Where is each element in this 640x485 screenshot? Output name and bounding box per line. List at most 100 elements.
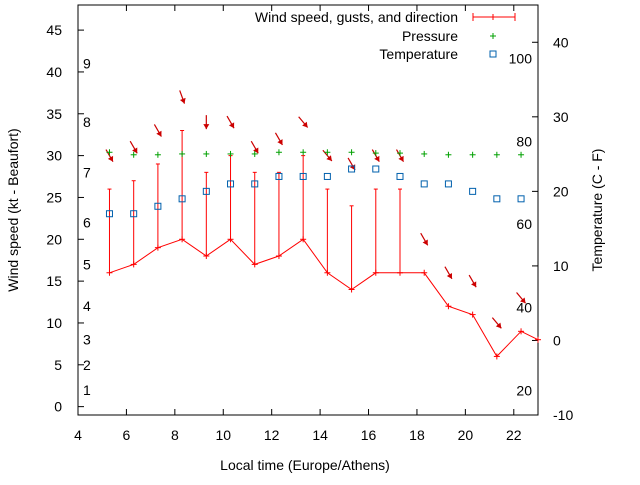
pressure-point bbox=[493, 151, 500, 158]
arrow-head bbox=[253, 147, 259, 154]
wind-direction-arrow bbox=[153, 124, 162, 137]
y2-tick-label: -10 bbox=[553, 407, 573, 423]
temperature-point bbox=[348, 165, 356, 173]
temperature-point bbox=[178, 195, 186, 203]
arrow-head bbox=[107, 155, 114, 162]
y-tick-label: 25 bbox=[46, 189, 62, 205]
pressure-point bbox=[130, 151, 137, 158]
y-tick-label: 45 bbox=[46, 22, 62, 38]
fahrenheit-label: 20 bbox=[516, 382, 532, 398]
x-tick-label: 8 bbox=[171, 427, 179, 443]
y-tick-label: 15 bbox=[46, 273, 62, 289]
beaufort-label: 9 bbox=[83, 56, 91, 72]
beaufort-label: 6 bbox=[83, 215, 91, 231]
arrow-head bbox=[132, 147, 138, 154]
pressure-point bbox=[203, 150, 210, 157]
wind-direction-arrow bbox=[420, 232, 429, 246]
wind-direction-arrow bbox=[226, 115, 235, 129]
arrow-head bbox=[228, 122, 235, 129]
pressure-point bbox=[348, 149, 355, 156]
temperature-point bbox=[493, 195, 501, 203]
y-axis-label: Wind speed (kt - Beaufort) bbox=[5, 128, 21, 291]
arrow-head bbox=[398, 155, 404, 162]
temperature-point bbox=[469, 187, 477, 195]
axes bbox=[77, 4, 539, 416]
pressure-point bbox=[300, 149, 307, 156]
pressure-point bbox=[421, 150, 428, 157]
plot-frame bbox=[77, 4, 539, 416]
pressure-point bbox=[445, 151, 452, 158]
legend-label: Pressure bbox=[402, 28, 458, 44]
arrow-head bbox=[495, 322, 502, 329]
legend-entry-pressure: Pressure bbox=[402, 28, 496, 44]
y-tick-label: 5 bbox=[54, 357, 62, 373]
wind-direction-arrow bbox=[491, 317, 502, 329]
temperature-point bbox=[372, 165, 380, 173]
y-tick-label: 35 bbox=[46, 106, 62, 122]
x-tick-label: 12 bbox=[264, 427, 280, 443]
y-tick-label: 10 bbox=[46, 315, 62, 331]
x-tick-label: 20 bbox=[458, 427, 474, 443]
legend-swatch bbox=[489, 50, 497, 58]
x-tick-label: 14 bbox=[312, 427, 328, 443]
tick-labels: 4 6 8 10 12 14 16 18 20 22051015202530354045-1001… bbox=[46, 22, 573, 443]
legend-label: Wind speed, gusts, and direction bbox=[255, 9, 458, 25]
pressure-point bbox=[372, 150, 379, 157]
fahrenheit-label: 80 bbox=[516, 133, 532, 149]
temperature-point bbox=[396, 172, 404, 180]
wind-direction-arrow bbox=[468, 274, 477, 288]
x-tick-label: 6 bbox=[123, 427, 131, 443]
pressure-point bbox=[154, 151, 161, 158]
wind-direction-arrow bbox=[298, 116, 309, 128]
beaufort-label: 7 bbox=[83, 164, 91, 180]
arrow-head bbox=[471, 281, 477, 288]
temperature-point bbox=[105, 210, 113, 218]
legend: Wind speed, gusts, and direction Pressure… bbox=[255, 9, 516, 62]
temperature-point bbox=[323, 172, 331, 180]
arrow-head bbox=[446, 272, 453, 279]
pressure-point bbox=[227, 150, 234, 157]
y-tick-label: 20 bbox=[46, 231, 62, 247]
temperature-point bbox=[202, 187, 210, 195]
wind-direction-arrow bbox=[516, 292, 527, 304]
temperature-point bbox=[275, 172, 283, 180]
y-tick-label: 30 bbox=[46, 148, 62, 164]
legend-entry-temperature: Temperature bbox=[379, 46, 497, 62]
series-layer bbox=[105, 90, 541, 360]
beaufort-label: 5 bbox=[83, 256, 91, 272]
x-tick-label: 4 bbox=[74, 427, 82, 443]
arrow-head bbox=[156, 130, 162, 137]
temperature-point bbox=[420, 180, 428, 188]
arrow-head bbox=[374, 155, 380, 162]
x-tick-label: 22 bbox=[506, 427, 522, 443]
x-tick-label: 16 bbox=[361, 427, 377, 443]
y-tick-label: 0 bbox=[54, 399, 62, 415]
wind-direction-arrow bbox=[105, 149, 114, 162]
arrow-head bbox=[277, 139, 283, 145]
y2-tick-label: 0 bbox=[553, 332, 561, 348]
pressure-point bbox=[469, 151, 476, 158]
beaufort-label: 3 bbox=[83, 332, 91, 348]
wind-speed-line bbox=[109, 238, 539, 358]
y2-tick-label: 20 bbox=[553, 183, 569, 199]
temperature-point bbox=[227, 180, 235, 188]
arrow-head bbox=[326, 155, 332, 161]
wind-direction-arrow bbox=[250, 140, 259, 154]
temperature-point bbox=[130, 210, 138, 218]
y2-tick-label: 30 bbox=[553, 109, 569, 125]
legend-label: Temperature bbox=[379, 46, 458, 62]
x-tick-label: 18 bbox=[409, 427, 425, 443]
y2-tick-label: 40 bbox=[553, 34, 569, 50]
temperature-point bbox=[517, 195, 525, 203]
pressure-point bbox=[106, 149, 113, 156]
pressure-point bbox=[275, 149, 282, 156]
temperature-point bbox=[444, 180, 452, 188]
y2-axis-label: Temperature (C - F) bbox=[589, 149, 605, 272]
arrow-head bbox=[422, 239, 428, 246]
wind-direction-arrow bbox=[179, 90, 186, 104]
pressure-point bbox=[251, 150, 258, 157]
fahrenheit-label: 60 bbox=[516, 216, 532, 232]
temperature-point bbox=[299, 172, 307, 180]
